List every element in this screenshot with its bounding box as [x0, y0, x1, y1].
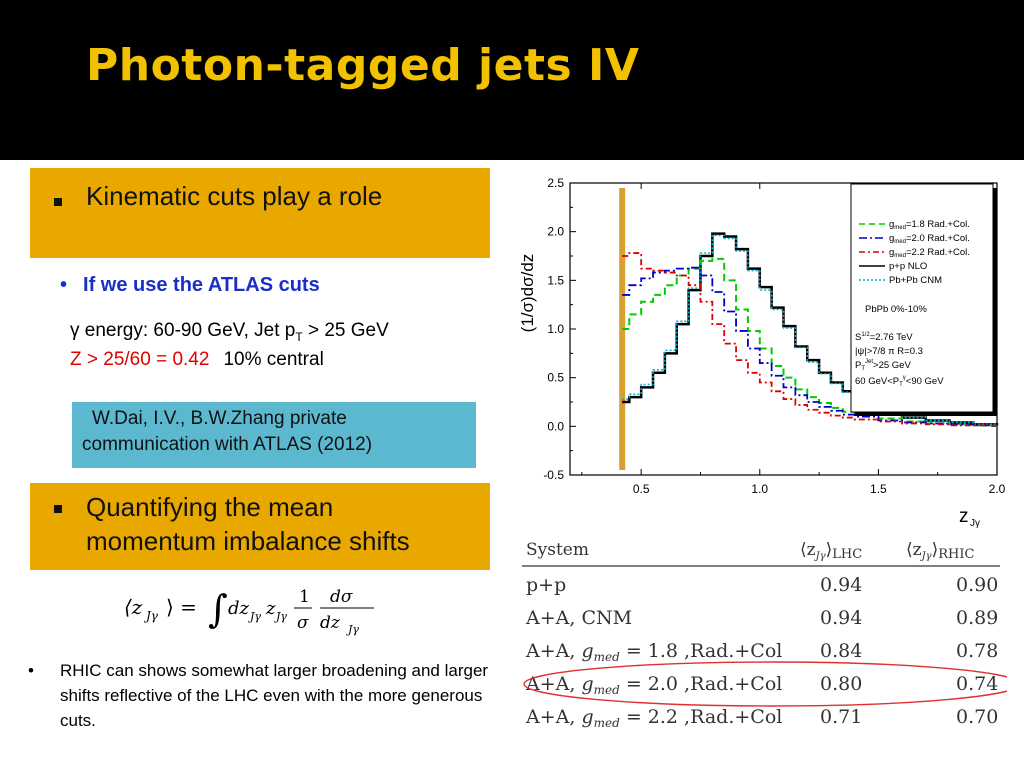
legend-entry: Pb+Pb CNM [889, 275, 942, 286]
table-header-rhic: ⟨zJγ⟩RHIC [906, 540, 974, 562]
square-bullet-icon [54, 505, 62, 513]
citation-line-2: communication with ATLAS (2012) [82, 434, 373, 455]
legend-entry: gmed=2.2 Rad.+Col. [889, 247, 970, 259]
y-tick-label: 2.0 [547, 225, 564, 239]
kinematic-cuts-box: Kinematic cuts play a role [30, 168, 490, 258]
y-tick-label: 1.5 [547, 273, 564, 287]
table-header-lhc: ⟨zJγ⟩LHC [800, 540, 862, 562]
atlas-cuts-text: If we use the ATLAS cuts [83, 274, 320, 296]
legend-box [850, 183, 994, 413]
table-row-rhic: 0.89 [956, 607, 998, 629]
formula-svg: ⟨z Jγ ⟩ = ∫ dz Jγ z Jγ 1 σ dσ dz Jγ [124, 587, 374, 636]
dfrac-den: dz [320, 613, 341, 633]
legend-rapidity: |ψ|>7/8 π R=0.3 [855, 346, 923, 357]
series-line-g-2-2-rad-col- [622, 252, 997, 427]
table-row-lhc: 0.71 [820, 706, 862, 728]
svg-text:Jγ: Jγ [346, 623, 359, 636]
legend-entry: gmed=2.0 Rad.+Col. [889, 233, 970, 245]
quantifying-box: Quantifying the mean momentum imbalance … [30, 483, 490, 570]
z-cut-value: Z > 25/60 = 0.42 [70, 349, 210, 370]
y-tick-label: 0.5 [547, 371, 564, 385]
quantifying-line-1: Quantifying the mean [86, 492, 334, 522]
dfrac-num: dσ [330, 587, 353, 607]
x-tick-label: 1.5 [870, 482, 887, 496]
atlas-cuts-bullet: • If we use the ATLAS cuts [60, 274, 320, 297]
title-bar: Photon-tagged jets IV [0, 0, 1024, 160]
gamma-energy-text: γ energy: 60-90 GeV, Jet p [70, 320, 296, 341]
table-row-system: A+A, gmed = 2.2 ,Rad.+Col [525, 706, 782, 730]
legend-entry: gmed=1.8 Rad.+Col. [889, 219, 970, 231]
series-line-g-1-8-rad-col- [622, 257, 997, 427]
y-tick-label: 1.0 [547, 322, 564, 336]
svg-text:dz: dz [228, 598, 250, 619]
legend-gamma-pt: 60 GeV<PTγ<90 GeV [855, 375, 944, 388]
table-row-lhc: 0.94 [820, 574, 862, 596]
table-header-system: System [526, 540, 589, 560]
x-tick-label: 0.5 [633, 482, 650, 496]
x-axis-label-sub: Jγ [970, 518, 980, 529]
table-row-system: p+p [526, 574, 566, 596]
frac-num: 1 [299, 587, 310, 607]
jet-pt-text: > 25 GeV [302, 320, 389, 341]
table-row-rhic: 0.78 [956, 640, 998, 662]
gamma-energy-line: γ energy: 60-90 GeV, Jet pT > 25 GeV [70, 320, 389, 344]
integral-symbol: ∫ [208, 587, 228, 631]
table-row-lhc: 0.94 [820, 607, 862, 629]
slide-title: Photon-tagged jets IV [86, 40, 640, 91]
table-row-system: A+A, CNM [525, 607, 632, 629]
y-axis-label: (1/σ)dσ/dz [518, 254, 537, 333]
frac-den: σ [297, 613, 309, 633]
table-row-rhic: 0.70 [956, 706, 998, 728]
kinematic-cuts-text: Kinematic cuts play a role [86, 181, 383, 211]
y-tick-label: 0.0 [547, 419, 564, 433]
pt-subscript: T [295, 329, 303, 344]
formula-lhs-sub: Jγ [143, 609, 159, 623]
series-line-g-2-0-rad-col- [622, 266, 997, 427]
svg-text:⟩ =: ⟩ = [166, 595, 197, 619]
x-axis-label: z [959, 506, 969, 527]
legend-jet-pt: PTJet>25 GeV [855, 359, 911, 372]
table-row-lhc: 0.84 [820, 640, 862, 662]
legend-entry: p+p NLO [889, 261, 927, 272]
centrality-text: 10% central [223, 349, 324, 370]
square-bullet-icon [54, 198, 62, 206]
table-row-system: A+A, gmed = 1.8 ,Rad.+Col [525, 640, 782, 664]
mean-z-table: System ⟨zJγ⟩LHC ⟨zJγ⟩RHIC p+p 0.94 0.90 A+A, C… [522, 533, 1021, 738]
table-row-system: A+A, gmed = 2.0 ,Rad.+Col [525, 673, 782, 697]
citation-line-1: W.Dai, I.V., B.W.Zhang private [92, 408, 347, 429]
legend-centrality: PbPb 0%-10% [865, 304, 927, 315]
x-tick-label: 1.0 [751, 482, 768, 496]
zjg-distribution-chart: -0.5 0.0 0.5 1.0 1.5 2.0 2.5 0.5 1.0 1.5 2.0 (1/σ)d… [505, 170, 1020, 530]
y-tick-label: -0.5 [543, 468, 564, 482]
quantifying-line-2: momentum imbalance shifts [86, 526, 410, 556]
table-row-lhc: 0.80 [820, 673, 862, 695]
citation-box: W.Dai, I.V., B.W.Zhang private communica… [72, 402, 476, 468]
svg-text:Jγ: Jγ [248, 610, 261, 623]
y-tick-label: 2.5 [547, 176, 564, 190]
bullet-dot-icon: • [28, 661, 34, 680]
svg-text:z: z [265, 598, 276, 619]
rhic-note-text: RHIC can shows somewhat larger broadenin… [60, 661, 489, 730]
bullet-dot-icon: • [60, 274, 68, 296]
mean-z-formula: ⟨z Jγ ⟩ = ∫ dz Jγ z Jγ 1 σ dσ dz Jγ [120, 578, 400, 640]
svg-text:Jγ: Jγ [274, 610, 287, 623]
chart-svg: -0.5 0.0 0.5 1.0 1.5 2.0 2.5 0.5 1.0 1.5 2.0 (1/σ)d… [518, 176, 1006, 529]
x-tick-label: 2.0 [989, 482, 1006, 496]
z-cut-line: Z > 25/60 = 0.42 10% central [70, 349, 324, 371]
rhic-note: • RHIC can shows somewhat larger broaden… [28, 658, 506, 733]
table-row-rhic: 0.90 [956, 574, 998, 596]
legend-energy: S1/2=2.76 TeV [855, 332, 913, 343]
table-row-rhic: 0.74 [956, 673, 998, 695]
table-svg: System ⟨zJγ⟩LHC ⟨zJγ⟩RHIC p+p 0.94 0.90 A+A, C… [522, 540, 1021, 730]
formula-lhs: ⟨z [124, 595, 143, 619]
